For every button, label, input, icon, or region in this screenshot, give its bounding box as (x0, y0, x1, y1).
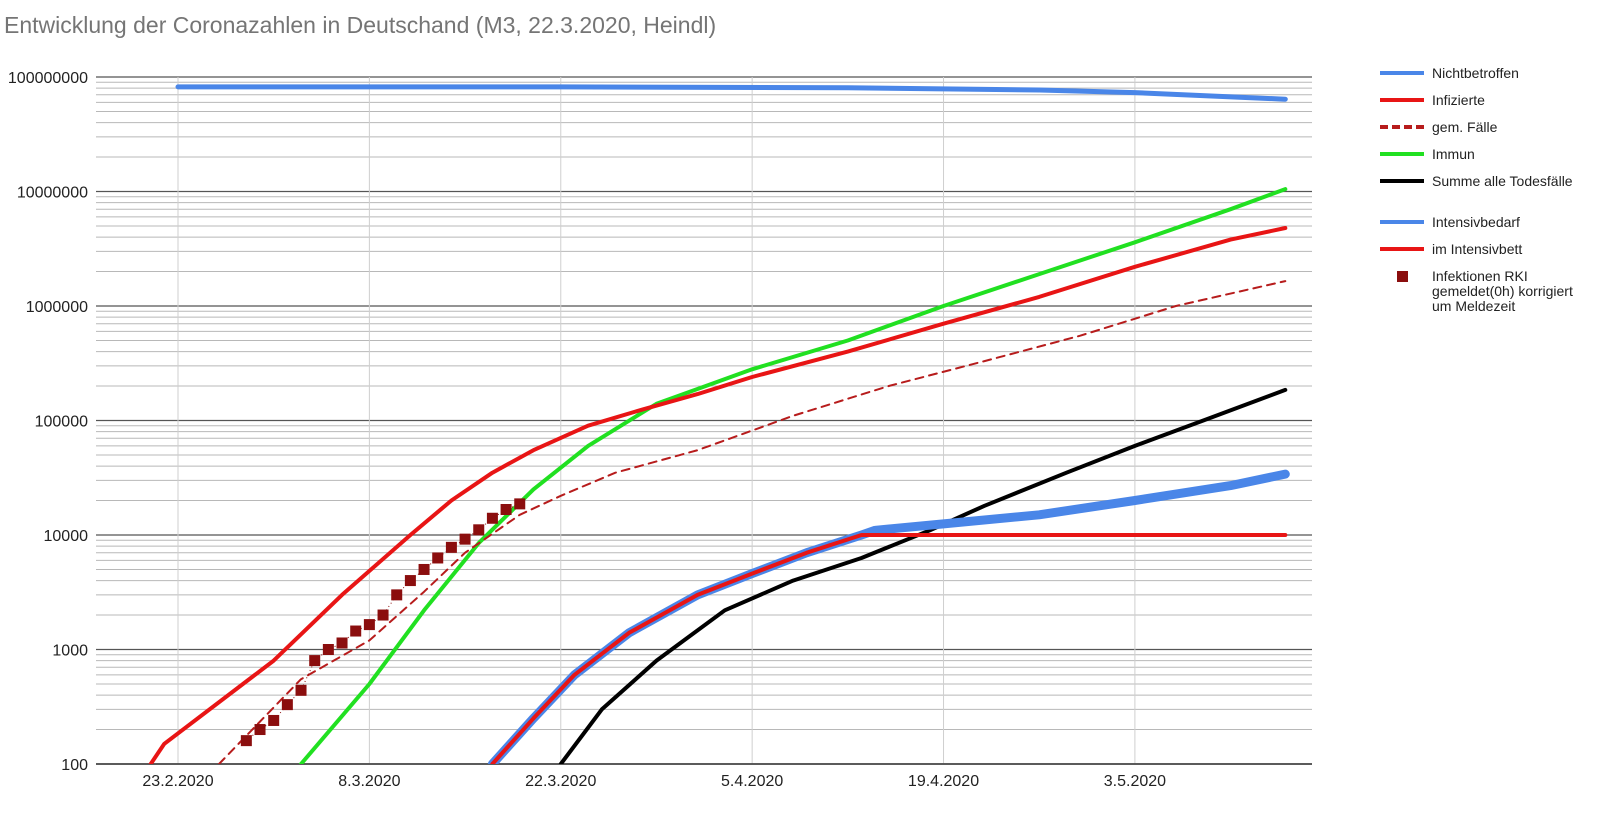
legend-item: Intensivbedarf (1380, 215, 1595, 242)
legend-item: Immun (1380, 147, 1595, 174)
data-point-marker (486, 512, 498, 524)
data-point-marker (309, 655, 321, 667)
series-summe-alle-todesf-lle-line (558, 387, 1288, 764)
legend-item: Infektionen RKI gemeldet(0h) korrigiert … (1380, 269, 1595, 319)
x-tick-label: 23.2.2020 (142, 773, 213, 790)
chart-plot-area: 100 1000 10000 100000 1000000 10000000 1000000… (8, 70, 1312, 790)
chart-title: Entwicklung der Coronazahlen in Deutscha… (4, 12, 717, 38)
data-point-marker (514, 498, 526, 510)
series-nichtbetroffen-line (175, 84, 1288, 102)
y-tick-label: 10000 (44, 528, 89, 545)
legend-label: Immun (1432, 146, 1475, 162)
x-tick-label: 19.4.2020 (908, 773, 979, 790)
data-point-marker (268, 714, 280, 726)
data-point-marker (281, 699, 293, 711)
data-point-marker (254, 724, 266, 736)
data-point-marker (240, 735, 252, 747)
chart-legend: Nichtbetroffen Infizierte gem. Fälle Immun S… (1380, 66, 1595, 319)
chart-grid (96, 76, 1312, 765)
data-point-marker (473, 524, 485, 536)
data-point-marker (295, 684, 307, 696)
legend-item: Infizierte (1380, 93, 1595, 120)
legend-swatch (1380, 152, 1424, 156)
legend-label: Infizierte (1432, 92, 1485, 108)
legend-swatch (1380, 179, 1424, 183)
chart-axis-labels: 100 1000 10000 100000 1000000 10000000 1000000… (8, 70, 1166, 790)
data-point-marker (350, 625, 362, 637)
legend-swatch (1380, 71, 1424, 75)
data-point-marker (500, 503, 512, 515)
legend-label: Infektionen RKI gemeldet(0h) korrigiert … (1432, 268, 1573, 314)
chart-series (148, 84, 1290, 764)
data-point-marker (363, 619, 375, 631)
data-point-marker (322, 644, 334, 655)
legend-item: im Intensivbett (1380, 242, 1595, 269)
series-im-intensivbett-line (490, 533, 1288, 764)
legend-swatch (1380, 220, 1424, 224)
series-infizierte-line (148, 226, 1288, 764)
x-tick-label: 3.5.2020 (1104, 773, 1166, 790)
legend-label: im Intensivbett (1432, 241, 1523, 257)
legend-label: gem. Fälle (1432, 119, 1498, 135)
y-tick-label: 100 (61, 757, 88, 774)
data-point-marker (459, 533, 471, 545)
y-tick-label: 1000 (52, 643, 88, 660)
data-point-marker (336, 637, 348, 649)
y-tick-label: 1000000 (26, 299, 88, 316)
legend-swatch (1380, 98, 1424, 102)
data-point-marker (418, 563, 430, 575)
data-point-marker (432, 552, 444, 564)
series-gem-f-lle-line (218, 280, 1287, 764)
legend-item: gem. Fälle (1380, 120, 1595, 147)
legend-item: Nichtbetroffen (1380, 66, 1595, 93)
data-point-marker (404, 575, 416, 587)
y-tick-label: 100000 (35, 414, 88, 431)
legend-swatch (1397, 271, 1408, 282)
series-intensivbedarf-line (487, 469, 1290, 764)
legend-label: Nichtbetroffen (1432, 65, 1519, 81)
legend-label: Intensivbedarf (1432, 214, 1520, 230)
x-tick-label: 8.3.2020 (338, 773, 400, 790)
x-tick-label: 5.4.2020 (721, 773, 783, 790)
series-immun-line (299, 187, 1288, 764)
data-point-marker (377, 609, 389, 621)
legend-swatch (1380, 247, 1424, 251)
y-tick-label: 100000000 (8, 70, 88, 87)
legend-item: Summe alle Todesfälle (1380, 174, 1595, 215)
legend-swatch (1380, 125, 1424, 129)
data-point-marker (391, 589, 403, 601)
legend-label: Summe alle Todesfälle (1432, 173, 1573, 189)
data-point-marker (445, 541, 457, 553)
x-tick-label: 22.3.2020 (525, 773, 596, 790)
y-tick-label: 10000000 (17, 185, 88, 202)
